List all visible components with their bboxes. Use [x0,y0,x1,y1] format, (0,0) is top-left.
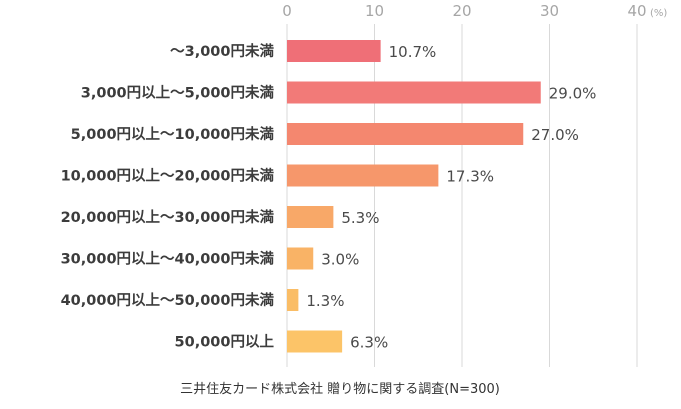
x-axis-unit: (%) [650,8,667,19]
bar [287,247,314,270]
category-label: 50,000円以上 [175,334,275,351]
bar [287,289,299,311]
bar [287,123,524,145]
bar [287,40,381,62]
data-label: 29.0% [549,85,597,103]
source-note: 三井住友カード株式会社 贈り物に関する調査(N=300) [180,381,500,397]
x-tick-label: 40 [627,2,646,20]
bar [287,330,343,353]
category-label: 20,000円以上〜30,000円未満 [61,208,275,226]
data-label: 27.0% [531,126,579,144]
data-label: 1.3% [306,292,344,310]
x-tick-label: 10 [365,2,384,20]
x-tick-label: 20 [452,2,471,20]
x-axis-ticks: 0 10 20 30 40 [282,2,646,20]
data-label: 5.3% [341,209,379,227]
category-labels: 〜3,000円未満 3,000円以上〜5,000円未満 5,000円以上〜10,00… [61,42,275,351]
bar [287,206,334,228]
x-tick-label: 0 [282,2,292,20]
bar [287,81,541,104]
data-label: 6.3% [350,334,388,352]
value-labels: 10.7% 29.0% 27.0% 17.3% 5.3% 3.0% 1.3% 6.3% [306,43,596,352]
bars [287,40,541,353]
category-label: 3,000円以上〜5,000円未満 [81,84,275,102]
x-tick-label: 30 [540,2,559,20]
data-label: 10.7% [389,43,437,61]
category-label: 40,000円以上〜50,000円未満 [61,291,275,309]
data-label: 17.3% [446,168,494,186]
gridlines [286,24,638,367]
category-label: 〜3,000円未満 [170,42,274,60]
category-label: 5,000円以上〜10,000円未満 [71,125,275,143]
category-label: 10,000円以上〜20,000円未満 [61,167,275,185]
bar [287,164,439,187]
data-label: 3.0% [321,251,359,269]
category-label: 30,000円以上〜40,000円未満 [61,250,275,268]
